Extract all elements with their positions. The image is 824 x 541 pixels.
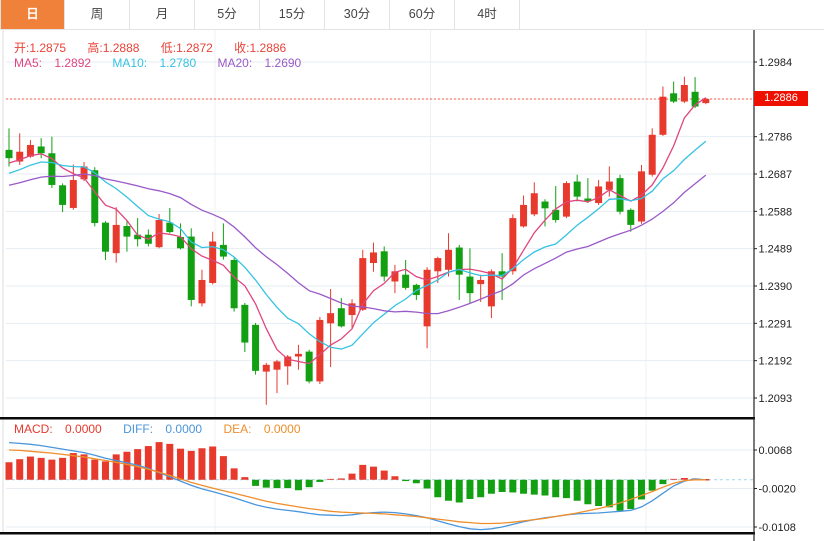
- svg-text:1.2291: 1.2291: [759, 318, 793, 330]
- svg-text:1.2489: 1.2489: [759, 244, 793, 256]
- svg-text:1.2390: 1.2390: [759, 281, 793, 293]
- high-label-value: 高:1.2888: [87, 41, 140, 55]
- svg-text:1.2786: 1.2786: [759, 132, 793, 144]
- close-label-value: 收:1.2886: [234, 41, 287, 55]
- tab-4hour[interactable]: 4时: [455, 0, 520, 29]
- low-label-value: 低:1.2872: [160, 41, 213, 55]
- tab-60min[interactable]: 60分: [390, 0, 455, 29]
- svg-text:1.2588: 1.2588: [759, 206, 793, 218]
- dea-line: [8, 449, 706, 525]
- current-price-tag: 1.2886: [754, 91, 808, 107]
- ma-layer: [8, 97, 707, 365]
- timeframe-tabbar: 日 周 月 5分 15分 30分 60分 4时: [0, 0, 824, 30]
- macd-value: MACD: 0.0000: [14, 422, 102, 436]
- svg-text:1.2093: 1.2093: [759, 393, 793, 405]
- open-label-value: 开:1.2875: [14, 41, 67, 55]
- diff-value: DIFF: 0.0000: [123, 422, 203, 436]
- candles-layer: [5, 76, 710, 405]
- macd-layer: [5, 441, 754, 531]
- tab-30min[interactable]: 30分: [325, 0, 390, 29]
- diff-line: [8, 441, 706, 531]
- svg-text:1.2192: 1.2192: [759, 356, 793, 368]
- ma20-line: [8, 173, 707, 315]
- tab-week[interactable]: 周: [65, 0, 130, 29]
- svg-text:-0.0108: -0.0108: [759, 522, 796, 534]
- ma-readout: MA5: 1.2892 MA10: 1.2780 MA20: 1.2690: [14, 56, 319, 70]
- macd-readout: MACD: 0.0000 DIFF: 0.0000 DEA: 0.0000: [14, 422, 319, 436]
- ma10-line: [8, 140, 707, 350]
- svg-text:0.0068: 0.0068: [759, 445, 793, 457]
- tab-15min[interactable]: 15分: [260, 0, 325, 29]
- tab-day[interactable]: 日: [0, 0, 65, 29]
- svg-text:-0.0020: -0.0020: [759, 484, 796, 496]
- tab-month[interactable]: 月: [130, 0, 195, 29]
- tab-5min[interactable]: 5分: [195, 0, 260, 29]
- ma20-readout: MA20: 1.2690: [217, 56, 302, 70]
- dea-value: DEA: 0.0000: [223, 422, 301, 436]
- ma5-line: [8, 97, 707, 365]
- ohlc-readout: 开:1.2875 高:1.2888 低:1.2872 收:1.2886: [14, 39, 304, 56]
- ma10-readout: MA10: 1.2780: [112, 56, 197, 70]
- ma5-readout: MA5: 1.2892: [14, 56, 92, 70]
- svg-text:1.2687: 1.2687: [759, 169, 793, 181]
- svg-text:1.2984: 1.2984: [759, 57, 793, 69]
